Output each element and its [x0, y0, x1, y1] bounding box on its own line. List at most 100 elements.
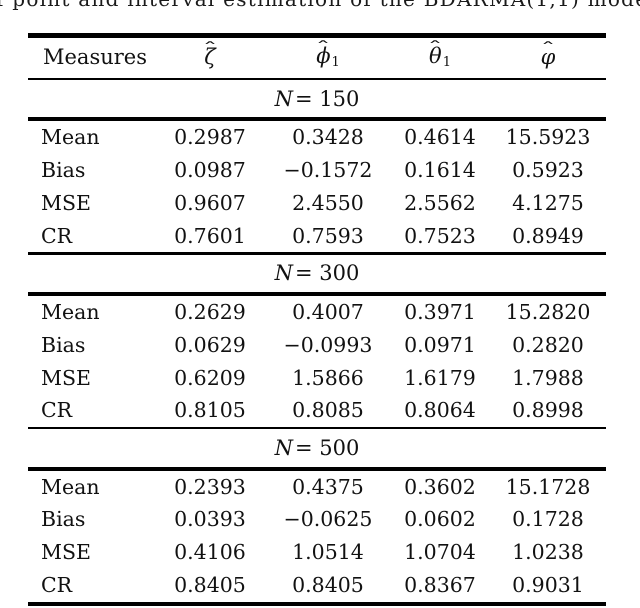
sample-size-symbol: N [274, 436, 293, 461]
value-cell: 1.0704 [404, 540, 476, 565]
table-row-mse: MSE 0.6209 1.5866 1.6179 1.7988 [28, 361, 606, 394]
value-cell: 0.4106 [174, 540, 246, 565]
row-label: Mean [41, 125, 100, 150]
hat-accent-icon: ˆ [427, 38, 443, 57]
value-cell: 1.5866 [292, 365, 364, 390]
value-cell: 0.4375 [292, 474, 364, 499]
row-label: CR [41, 572, 73, 597]
value-cell: 0.8085 [292, 398, 364, 423]
subscript: 1 [442, 54, 451, 70]
value-cell: 1.7988 [512, 365, 584, 390]
section-header-n-150: N = 150 [28, 80, 606, 118]
section-divider-rule [28, 252, 606, 255]
section-top-rule [28, 117, 606, 122]
value-cell: 0.2393 [174, 474, 246, 499]
header-bottom-rule [28, 77, 606, 80]
value-cell: 15.1728 [505, 474, 591, 499]
row-label: CR [41, 398, 73, 423]
table-row-mse: MSE 0.4106 1.0514 1.0704 1.0238 [28, 536, 606, 569]
value-cell: 0.7593 [292, 223, 364, 248]
header-row: Measures ˆ ζ ˆ ϕ1 ˆ θ1 ˆ φ [28, 38, 606, 78]
value-cell: −0.0625 [283, 507, 373, 532]
greek-letter: ϕ [316, 44, 331, 69]
value-cell: 0.9607 [174, 190, 246, 215]
column-header-measures: Measures [43, 45, 147, 69]
table-row-bias: Bias 0.0629 −0.0993 0.0971 0.2820 [28, 329, 606, 362]
value-cell: 0.1728 [512, 507, 584, 532]
value-cell: 0.4614 [404, 125, 476, 150]
greek-letter: θ [429, 44, 442, 69]
hat-accent-icon: ˆ [540, 38, 556, 57]
table-row-mean: Mean 0.2393 0.4375 0.3602 15.1728 [28, 471, 606, 504]
value-cell: 0.8405 [174, 572, 246, 597]
row-label: Mean [41, 300, 100, 324]
row-label: Bias [41, 158, 86, 183]
row-label: MSE [41, 540, 91, 565]
value-cell: 0.8105 [174, 398, 246, 423]
value-cell: 0.3428 [292, 125, 364, 150]
value-cell: 15.2820 [505, 300, 591, 324]
row-label: MSE [41, 190, 91, 215]
value-cell: 0.8949 [512, 223, 584, 248]
value-cell: 0.0629 [174, 332, 246, 357]
value-cell: 0.8405 [292, 572, 364, 597]
value-cell: 0.3602 [404, 474, 476, 499]
value-cell: 0.0971 [404, 332, 476, 357]
table-bottom-rule [28, 601, 606, 607]
value-cell: 0.0987 [174, 158, 246, 183]
value-cell: 0.8998 [512, 398, 584, 423]
table-row-mse: MSE 0.9607 2.4550 2.5562 4.1275 [28, 187, 606, 220]
value-cell: 0.7601 [174, 223, 246, 248]
row-label: Mean [41, 474, 100, 499]
value-cell: 0.2629 [174, 300, 246, 324]
value-cell: 0.7523 [404, 223, 476, 248]
value-cell: 4.1275 [512, 190, 584, 215]
table-row-cr: CR 0.8405 0.8405 0.8367 0.9031 [28, 569, 606, 602]
subscript: 1 [331, 54, 340, 70]
value-cell: 1.0238 [512, 540, 584, 565]
row-label: CR [41, 223, 73, 248]
section-header-n-300: N = 300 [28, 255, 606, 293]
value-cell: 2.4550 [292, 190, 364, 215]
table-row-mean: Mean 0.2629 0.4007 0.3971 15.2820 [28, 296, 606, 329]
column-header-phi1-hat: ˆ ϕ1 [266, 40, 390, 70]
table-top-rule [28, 33, 606, 38]
table-row-cr: CR 0.8105 0.8085 0.8064 0.8998 [28, 394, 606, 427]
section-top-rule [28, 292, 606, 296]
value-cell: 0.9031 [512, 572, 584, 597]
table-row-mean: Mean 0.2987 0.3428 0.4614 15.5923 [28, 121, 606, 154]
greek-letter: φ [540, 45, 556, 69]
value-cell: 0.6209 [174, 365, 246, 390]
column-header-theta1-hat: ˆ θ1 [390, 40, 490, 70]
value-cell: −0.0993 [283, 332, 373, 357]
sample-size-symbol: N [274, 261, 293, 286]
sample-size-value: = 300 [295, 261, 360, 286]
value-cell: 15.5923 [505, 125, 591, 150]
row-label: Bias [41, 507, 86, 532]
value-cell: 0.4007 [292, 300, 364, 324]
sample-size-symbol: N [274, 86, 293, 111]
table-caption-fragment: f point and interval estimation of the B… [0, 0, 640, 11]
value-cell: 0.8367 [404, 572, 476, 597]
section-header-n-500: N = 500 [28, 429, 606, 467]
value-cell: 2.5562 [404, 190, 476, 215]
table-row-cr: CR 0.7601 0.7593 0.7523 0.8949 [28, 219, 606, 252]
value-cell: 0.2987 [174, 125, 246, 150]
section-top-rule [28, 466, 606, 471]
estimation-results-table: Measures ˆ ζ ˆ ϕ1 ˆ θ1 ˆ φ N = 150 Mean 0.2987 0.3428… [28, 33, 606, 607]
value-cell: 0.1614 [404, 158, 476, 183]
value-cell: 1.0514 [292, 540, 364, 565]
row-label: Bias [41, 332, 86, 357]
value-cell: 0.8064 [404, 398, 476, 423]
sample-size-value: = 500 [295, 436, 360, 461]
table-row-bias: Bias 0.0393 −0.0625 0.0602 0.1728 [28, 503, 606, 536]
section-divider-rule [28, 426, 606, 430]
value-cell: 0.5923 [512, 158, 584, 183]
value-cell: 0.0602 [404, 507, 476, 532]
value-cell: 0.2820 [512, 332, 584, 357]
